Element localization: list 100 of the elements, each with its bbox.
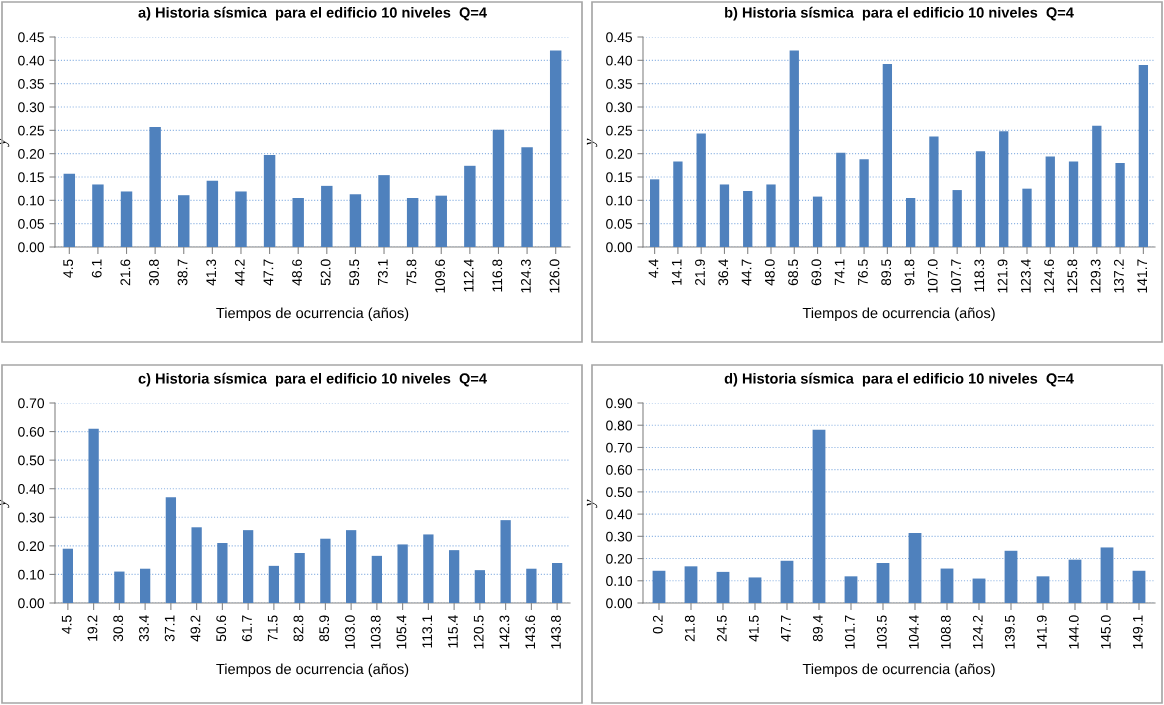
bar (999, 131, 1009, 247)
bar (165, 497, 177, 603)
y-tick-label: 0.20 (606, 149, 633, 159)
x-tick-label: 91.8 (904, 259, 915, 286)
x-tick-label: 108.8 (940, 615, 951, 649)
y-tick-label: 0.00 (606, 242, 633, 253)
bar (294, 553, 305, 603)
x-tick-label: 74.1 (834, 259, 845, 286)
x-tick-label: 4.5 (63, 259, 74, 278)
x-tick-label: 73.1 (377, 259, 388, 286)
bar (649, 179, 660, 247)
bar (844, 576, 858, 603)
bar (1138, 65, 1149, 247)
x-tick-label: 113.1 (422, 615, 433, 648)
bar (149, 127, 161, 247)
bar (92, 184, 104, 247)
bar (320, 538, 331, 603)
y-tick-label: 0.10 (18, 195, 45, 206)
x-tick-label: 103.8 (370, 615, 381, 649)
bar (952, 190, 962, 247)
bar (397, 544, 408, 603)
bar (120, 191, 133, 247)
chart-title: a) Historia sísmica para el edificio 10 niveles Q=4 (138, 6, 487, 21)
bar (242, 530, 254, 603)
x-tick-label: 149.1 (1132, 615, 1143, 649)
y-tick-label: 0.20 (18, 149, 45, 159)
bar (652, 570, 666, 603)
y-tick-label: 0.10 (606, 576, 633, 586)
y-tick-label: 0.05 (18, 219, 44, 229)
x-tick-label: 142.3 (499, 615, 510, 649)
x-tick-label: 116.8 (492, 259, 503, 292)
bar (876, 563, 890, 603)
bar (526, 568, 537, 603)
y-tick-label: 0.40 (18, 484, 45, 494)
y-tick-label: 0.70 (606, 442, 633, 453)
x-axis-title: Tiempos de ocurrencia (años) (216, 663, 409, 678)
bar (975, 151, 986, 247)
bar (673, 161, 683, 247)
x-tick-label: 21.6 (120, 259, 131, 286)
y-tick-label: 0.00 (18, 598, 45, 609)
x-tick-label: 30.8 (113, 615, 124, 642)
y-tick-label: 0.40 (18, 55, 45, 66)
x-tick-label: 75.8 (406, 259, 417, 286)
x-tick-label: 37.1 (164, 615, 175, 642)
chart-title: d) Historia sísmica para el edificio 10 niveles Q=4 (724, 372, 1074, 387)
x-tick-label: 103.5 (876, 615, 887, 649)
bar (859, 159, 869, 247)
y-tick-label: 0.50 (18, 455, 45, 466)
x-tick-label: 141.9 (1036, 615, 1047, 649)
bar (63, 173, 76, 247)
x-tick-label: 68.5 (788, 259, 798, 286)
x-tick-label: 21.8 (684, 615, 695, 642)
bar (789, 50, 799, 247)
bar (492, 129, 505, 247)
bar (696, 133, 706, 247)
y-tick-label: 0.05 (606, 219, 632, 229)
y-tick-label: 0.50 (606, 487, 633, 498)
bar (500, 520, 511, 603)
x-tick-label: 124.3 (520, 259, 531, 293)
x-tick-label: 49.2 (190, 615, 201, 642)
x-tick-label: 126.0 (549, 259, 560, 293)
x-tick-label: 124.2 (972, 615, 983, 649)
x-tick-label: 14.1 (671, 259, 682, 285)
y-tick-label: 0.30 (606, 102, 633, 113)
bar (929, 136, 939, 247)
bar (263, 155, 276, 247)
bar (435, 195, 447, 247)
bar (551, 563, 563, 603)
bar (1045, 156, 1055, 247)
bar (940, 568, 954, 603)
bar (812, 196, 823, 247)
x-tick-label: 36.4 (718, 259, 729, 286)
x-tick-label: 19.2 (87, 615, 98, 641)
x-tick-label: 4.4 (648, 259, 659, 278)
bar (139, 568, 151, 603)
bar (1115, 163, 1125, 247)
y-tick-label: 0.70 (18, 398, 45, 409)
bar (908, 533, 922, 603)
y-tick-label: 0.25 (18, 125, 44, 136)
y-tick-label: 0.20 (606, 553, 633, 564)
x-tick-label: 50.6 (216, 615, 227, 642)
x-tick-label: 48.0 (764, 259, 775, 286)
bar (191, 527, 202, 603)
y-tick-label: 0.90 (606, 398, 633, 409)
bar (206, 180, 219, 247)
x-tick-label: 143.8 (551, 615, 561, 649)
bar (88, 428, 99, 603)
y-axis-title: y (586, 138, 598, 147)
x-tick-label: 123.4 (1020, 259, 1031, 293)
x-tick-label: 141.7 (1137, 259, 1147, 293)
bar (268, 565, 280, 603)
x-tick-label: 47.7 (781, 615, 791, 642)
x-tick-label: 61.7 (242, 615, 252, 642)
y-tick-label: 0.30 (18, 512, 45, 523)
x-tick-label: 145.0 (1100, 615, 1111, 649)
x-tick-label: 44.2 (234, 259, 245, 286)
bar (1100, 547, 1114, 603)
bar (349, 194, 362, 247)
bar (114, 571, 125, 603)
x-tick-label: 44.7 (741, 259, 752, 286)
